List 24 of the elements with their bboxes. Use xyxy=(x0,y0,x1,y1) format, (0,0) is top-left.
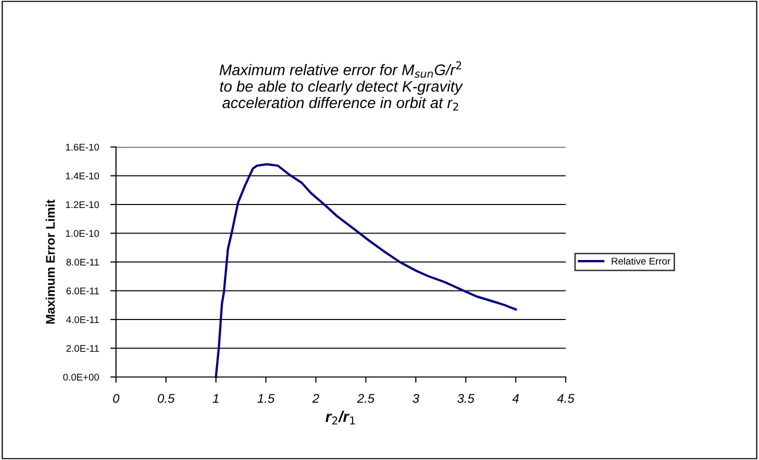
x-tick-label: 3.5 xyxy=(457,394,474,403)
x-tick-label: 2.5 xyxy=(357,394,375,403)
y-tick-label: 0.0E+00 xyxy=(63,374,99,381)
x-tick-label: 1.5 xyxy=(258,394,275,403)
y-tick-label: 1.4E-10 xyxy=(66,172,99,180)
line-series xyxy=(214,163,517,378)
x-tick-label: 2 xyxy=(312,394,320,403)
x-axis-title: r$_{2}$/r$_{1}$ xyxy=(326,410,355,424)
y-tick-label: 4.0E-11 xyxy=(66,316,99,324)
x-tick-label: 4.5 xyxy=(557,394,574,403)
y-tick-label: 1.0E-10 xyxy=(66,230,99,237)
x-tick-label: 3 xyxy=(412,394,420,403)
legend-label: Relative Error xyxy=(612,257,670,265)
x-tick-label: 1 xyxy=(212,394,218,403)
y-tick-label: 2.0E-11 xyxy=(66,344,99,352)
x-tick-label: 0 xyxy=(113,394,120,403)
x-tick-label: 4 xyxy=(512,394,519,403)
y-axis-title: Maximum Error Limit xyxy=(46,200,55,324)
y-tick-label: 8.0E-11 xyxy=(66,258,99,266)
y-tick-label: 1.6E-10 xyxy=(66,144,99,151)
x-tick-label: 0.5 xyxy=(158,394,175,403)
chart-title: Maximum relative error for M$_{sun}$G/r$^{2}$ to be able to clearly detect K-gravity acceleration difference in orbit at r$_{2}$ xyxy=(220,61,464,111)
y-tick-label: 1.2E-10 xyxy=(66,201,99,208)
y-tick-label: 6.0E-11 xyxy=(66,287,99,294)
